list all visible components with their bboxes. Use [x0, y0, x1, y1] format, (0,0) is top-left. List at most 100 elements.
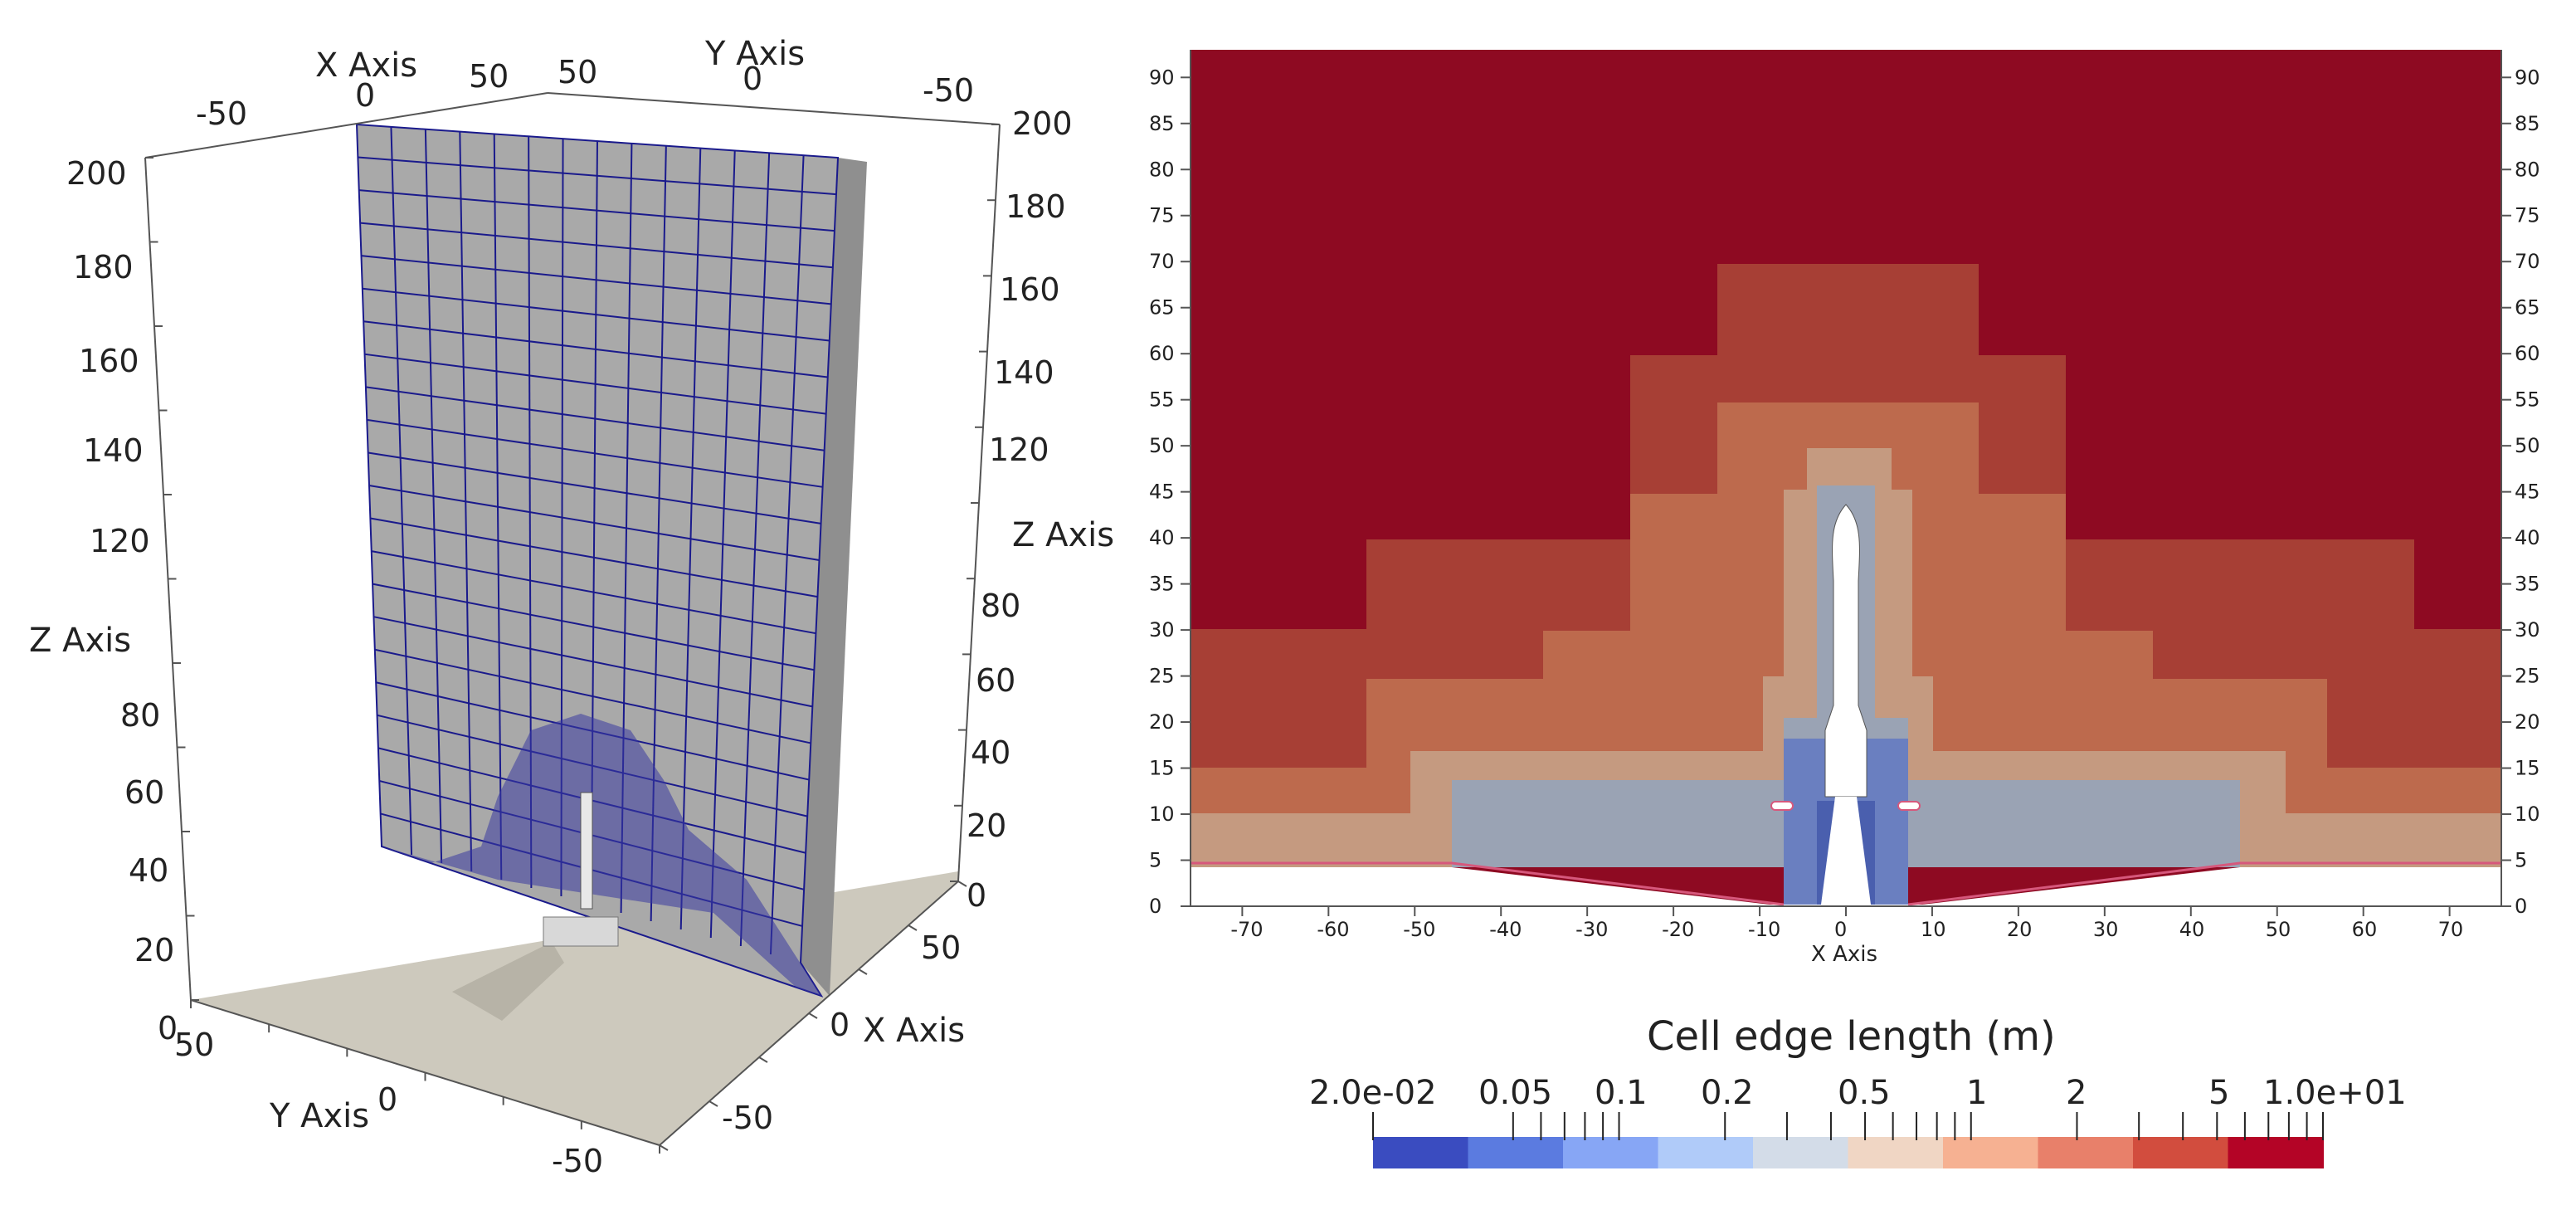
x-tick-label: -40: [1489, 918, 1522, 941]
y-tick-label-right: 40: [2515, 526, 2540, 549]
left-axes-ticks: [145, 124, 1000, 1154]
left-z-axis-title: Z Axis: [29, 622, 131, 660]
ground-boundary: [1191, 861, 1785, 906]
x-tick-label: 10: [1921, 918, 1946, 941]
y-tick-label-left: 45: [1149, 481, 1175, 504]
ground-boundary-right: [1907, 861, 2501, 906]
colorbar-band: [2228, 1137, 2324, 1168]
mesh-line: [368, 485, 820, 561]
y-tick-label-right: 55: [2515, 388, 2540, 412]
y-tick-label-right: 90: [2515, 66, 2540, 89]
mesh-line: [374, 648, 811, 744]
y-tick-label-left: 25: [1149, 665, 1175, 688]
bottom-x-tick-mark: [908, 924, 918, 931]
top-x-tick: 50: [469, 58, 509, 95]
mesh-line: [359, 222, 833, 269]
left-z-tick: 200: [66, 155, 127, 192]
y-tick-label-left: 35: [1149, 573, 1175, 596]
y-tick-label-left: 80: [1149, 158, 1175, 181]
left-z-tick: 20: [134, 932, 174, 968]
y-tick-label-right: 0: [2515, 895, 2527, 918]
mesh-line: [367, 418, 823, 488]
mesh-line: [373, 616, 813, 708]
mesh-line: [365, 386, 825, 451]
x-tick-label: -50: [1403, 918, 1435, 941]
right-z-tick: 120: [989, 432, 1049, 468]
right-z-tick: 60: [976, 662, 1015, 699]
y-tick-label-left: 90: [1149, 66, 1175, 89]
bottom-x-tick: 50: [921, 929, 961, 966]
mesh-block-front: [355, 123, 840, 998]
right-z-tick: 0: [967, 877, 986, 914]
colorbar-title: Cell edge length (m): [1647, 1013, 2056, 1060]
top-x-axis-title: X Axis: [315, 46, 417, 85]
y-tick-label-right: 50: [2515, 434, 2540, 457]
x-tick-label: 50: [2266, 918, 2291, 941]
bottom-x-tick-mark: [858, 968, 868, 975]
bottom-x-tick-mark: [808, 1012, 818, 1019]
bottom-x-axis-title: X Axis: [863, 1012, 965, 1050]
mesh-line: [371, 550, 816, 635]
left-z-tick: 140: [83, 432, 144, 469]
y-tick-label-right: 75: [2515, 204, 2540, 227]
right-z-tick: 180: [1006, 188, 1066, 225]
x-tick-label: -30: [1575, 918, 1608, 941]
y-tick-label-left: 65: [1149, 296, 1175, 320]
y-tick-label-left: 30: [1149, 618, 1175, 642]
colorbar-band: [1943, 1137, 2039, 1168]
top-y-axis-title: Y Axis: [704, 35, 805, 73]
y-tick-label-right: 80: [2515, 158, 2540, 181]
left-z-tick: 120: [90, 523, 150, 559]
colorbar-band: [2038, 1137, 2134, 1168]
x-tick-label: 20: [2007, 918, 2033, 941]
bottom-y-tick: 50: [174, 1027, 214, 1063]
colorbar-tick-label: 1.0e+01: [2263, 1074, 2407, 1112]
right-z-tick: 200: [1012, 105, 1073, 142]
rocket-exhaust: [1821, 797, 1871, 905]
y-tick-label-left: 85: [1149, 112, 1175, 135]
left-z-tick: 80: [120, 697, 160, 734]
x-tick-label: -60: [1317, 918, 1349, 941]
side-booster-left: [1770, 801, 1794, 811]
y-tick-label-right: 30: [2515, 618, 2540, 642]
bottom-x-tick-mark: [957, 881, 967, 887]
colorbar-tick-label: 0.05: [1478, 1074, 1552, 1112]
colorbar-band: [1753, 1137, 1849, 1168]
colorbar-tick-label: 0.2: [1701, 1074, 1754, 1112]
mesh-line: [372, 583, 815, 671]
mesh-line: [364, 353, 826, 415]
y-tick-label-left: 15: [1149, 757, 1175, 780]
top-y-tick: 0: [743, 61, 762, 97]
top-x-tick: -50: [196, 95, 247, 132]
colorbar-band: [1468, 1137, 1564, 1168]
x-tick-label: 70: [2438, 918, 2464, 941]
launch-tower-3d: [543, 916, 619, 947]
colorbar-tick-label: 5: [2208, 1074, 2229, 1112]
y-tick-label-right: 85: [2515, 112, 2540, 135]
y-tick-label-right: 25: [2515, 665, 2540, 688]
launch-pad-shadow: [452, 942, 564, 1021]
y-tick-label-left: 50: [1149, 434, 1175, 457]
bottom-y-tick: -50: [552, 1143, 603, 1179]
slice-ticks: -70 -60 -50 -40 -30 -20 -10 0 10 20 30 40 50 60 700 05 5…: [1149, 66, 2540, 941]
rocket-3d: [580, 792, 593, 910]
x-tick-label: -10: [1748, 918, 1780, 941]
ground-wedge-right: [1908, 867, 2501, 906]
mesh-line: [358, 189, 835, 232]
mesh-line: [363, 320, 828, 378]
x-tick-label: 30: [2093, 918, 2119, 941]
bottom-x-tick-mark: [758, 1056, 768, 1063]
mesh-block-side: [801, 158, 867, 996]
colorbar-tick-label: 2: [2066, 1074, 2087, 1112]
slice-x-axis-title: X Axis: [1811, 942, 1877, 967]
y-tick-label-left: 60: [1149, 342, 1175, 365]
colorbar-band: [1563, 1137, 1659, 1168]
top-y-tick: 50: [558, 54, 597, 90]
y-tick-label-right: 45: [2515, 481, 2540, 504]
mesh-line: [368, 451, 821, 524]
colorbar-band: [1848, 1137, 1944, 1168]
colorbar-bands: [1373, 1137, 2324, 1168]
x-tick-label: 60: [2352, 918, 2378, 941]
colorbar-tick-label: 0.5: [1838, 1074, 1891, 1112]
ground-wedge-left: [1191, 867, 1784, 906]
